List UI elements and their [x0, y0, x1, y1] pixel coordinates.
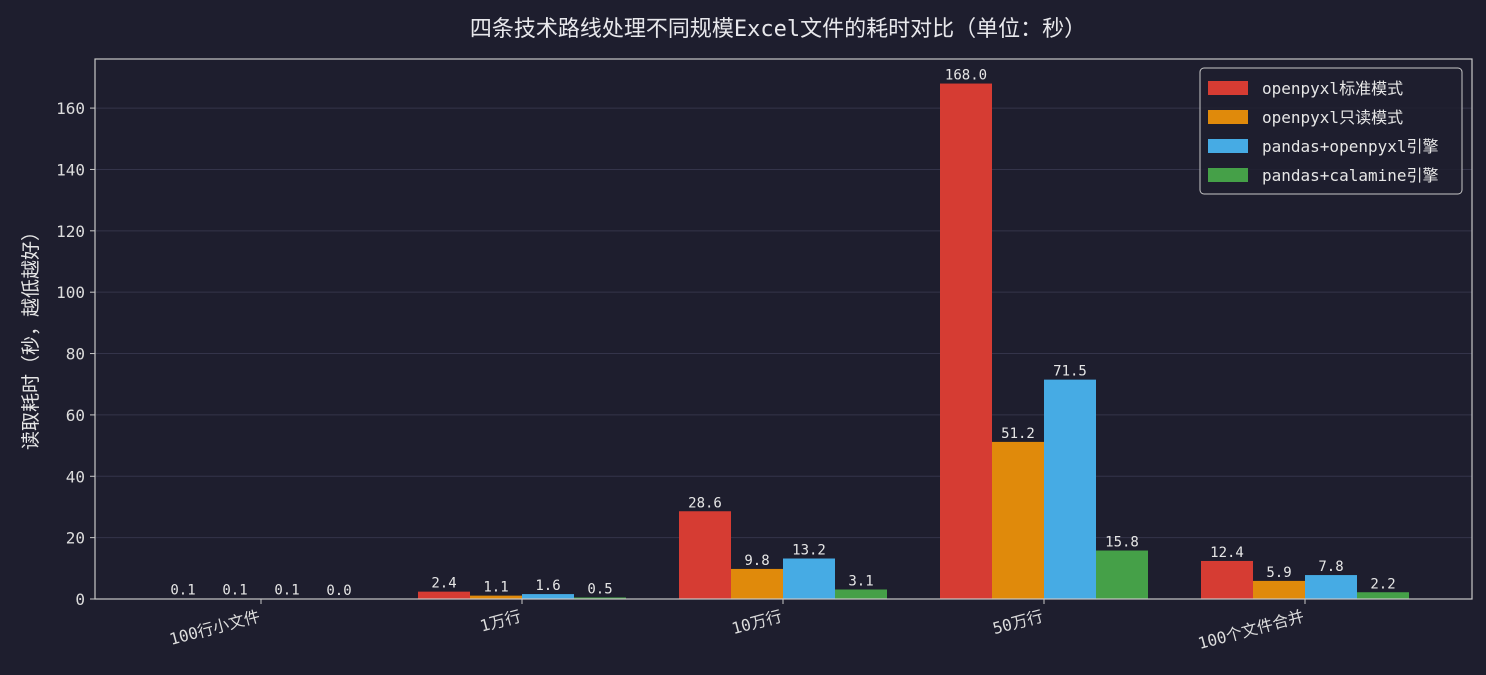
- legend-label: pandas+openpyxl引擎: [1262, 137, 1439, 156]
- bar-value-label: 5.9: [1266, 565, 1291, 581]
- legend: openpyxl标准模式 openpyxl只读模式 pandas+openpyxl引…: [1199, 67, 1463, 195]
- legend-swatch: [1208, 110, 1248, 124]
- y-axis-label: 读取耗时（秒，越低越好）: [20, 222, 42, 450]
- bar-value-label: 51.2: [1001, 426, 1035, 442]
- bar: [1357, 592, 1409, 599]
- y-tick-label: 80: [66, 345, 85, 364]
- x-tick-label: 10万行: [730, 607, 784, 639]
- bar-value-label: 2.4: [431, 576, 456, 592]
- bar-value-label: 1.6: [535, 578, 560, 594]
- y-tick-label: 20: [66, 529, 85, 548]
- bar-value-label: 7.8: [1318, 559, 1343, 575]
- bar-value-label: 0.1: [274, 583, 299, 599]
- bar: [1253, 580, 1305, 599]
- y-tick-label: 120: [56, 222, 85, 241]
- x-tick-label: 100行小文件: [167, 607, 262, 649]
- legend-swatch: [1208, 81, 1248, 95]
- bar-value-label: 168.0: [945, 68, 987, 84]
- bar: [731, 568, 783, 599]
- legend-swatch: [1208, 139, 1248, 153]
- bar: [1044, 379, 1096, 599]
- bar-value-label: 3.1: [848, 573, 873, 589]
- bar-value-label: 9.8: [744, 553, 769, 569]
- chart-title: 四条技术路线处理不同规模Excel文件的耗时对比（单位：秒）: [470, 17, 1086, 42]
- bar: [783, 558, 835, 599]
- y-tick-label: 100: [56, 283, 85, 302]
- bar: [940, 83, 992, 599]
- bar-value-label: 13.2: [792, 543, 826, 559]
- y-tick-label: 40: [66, 467, 85, 486]
- legend-label: openpyxl只读模式: [1262, 108, 1403, 127]
- legend-label: openpyxl标准模式: [1262, 79, 1403, 98]
- bar: [522, 594, 574, 599]
- bar: [574, 597, 626, 599]
- bar-value-label: 15.8: [1105, 535, 1139, 551]
- legend-label: pandas+calamine引擎: [1262, 166, 1439, 185]
- bar-value-label: 0.1: [222, 583, 247, 599]
- y-tick-label: 160: [56, 99, 85, 118]
- bar: [679, 511, 731, 599]
- bar-value-label: 0.5: [587, 581, 612, 597]
- x-tick-label: 1万行: [478, 607, 523, 636]
- legend-box: [1199, 67, 1463, 195]
- bar-value-label: 71.5: [1053, 364, 1087, 380]
- bar: [470, 595, 522, 599]
- bar-value-label: 28.6: [688, 495, 722, 511]
- bar-value-label: 1.1: [483, 580, 508, 596]
- legend-swatch: [1208, 168, 1248, 182]
- y-tick-label: 60: [66, 406, 85, 425]
- bar-value-label: 2.2: [1370, 576, 1395, 592]
- bar: [418, 591, 470, 599]
- bar-value-label: 0.0: [326, 583, 351, 599]
- bar: [992, 441, 1044, 599]
- grid-layer: [95, 107, 1472, 539]
- x-tick-label: 100个文件合并: [1196, 607, 1306, 654]
- bar-labels-layer: 0.1 2.4 28.6 168.0 12.4 0.1 1.1 9.8 51.2 5.9 0.1 1.…: [170, 68, 1395, 599]
- bar: [1201, 560, 1253, 599]
- bar-value-label: 0.1: [170, 583, 195, 599]
- bar: [1305, 575, 1357, 599]
- bar: [835, 589, 887, 599]
- y-tick-label: 140: [56, 160, 85, 179]
- bar-value-label: 12.4: [1210, 545, 1244, 561]
- bar: [1096, 550, 1148, 599]
- x-tick-label: 50万行: [991, 607, 1045, 639]
- bars-layer: [157, 83, 1409, 599]
- y-tick-label: 0: [75, 590, 85, 609]
